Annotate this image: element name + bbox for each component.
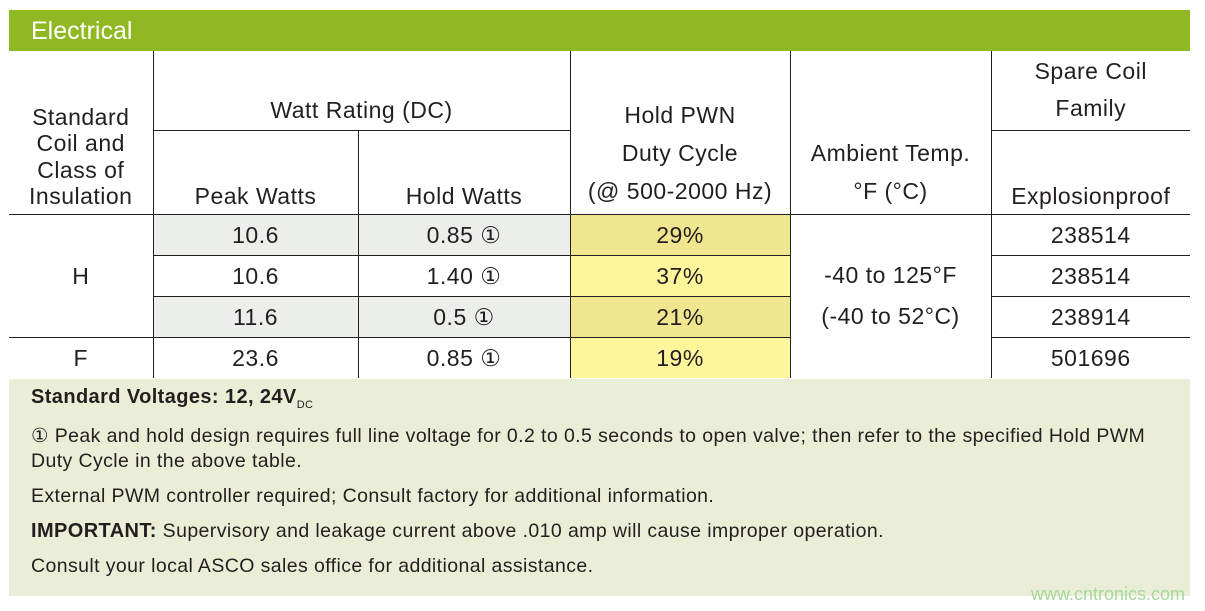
hold-watts-cell: 0.85 ①: [357, 213, 571, 256]
coil-class-cell: F: [9, 336, 154, 378]
spare-coil-cell: 238914: [990, 295, 1191, 338]
header-duty-cycle: Hold PWN Duty Cycle (@ 500-2000 Hz): [569, 51, 791, 215]
coil-class-cell: H: [9, 213, 154, 338]
section-title: Electrical: [9, 10, 1190, 51]
voltages-sub: DC: [296, 399, 314, 411]
important-label: IMPORTANT:: [31, 520, 157, 542]
table-row: 11.6 0.5 ① 21% 238914: [9, 295, 1191, 338]
table-row: 10.6 1.40 ① 37% 238514: [9, 254, 1191, 297]
duty-cycle-cell: 19%: [569, 336, 791, 378]
ambient-temp-cell: -40 to 125°F (-40 to 52°C): [789, 213, 992, 378]
ambient-f: -40 to 125°F: [824, 262, 957, 288]
header-ambient: Ambient Temp. °F (°C): [789, 51, 992, 215]
duty-cycle-cell: 37%: [569, 254, 791, 297]
important-text: Supervisory and leakage current above .0…: [156, 520, 884, 542]
peak-watts-cell: 23.6: [152, 336, 359, 378]
header-hold-watts: Hold Watts: [357, 129, 571, 215]
note-important: IMPORTANT: Supervisory and leakage curre…: [31, 519, 1168, 544]
hold-watts-cell: 0.5 ①: [357, 295, 571, 338]
note-consult: Consult your local ASCO sales office for…: [31, 555, 594, 577]
ambient-c: (-40 to 52°C): [821, 303, 960, 329]
ambient-line2: °F (°C): [853, 177, 928, 204]
table-row: F 23.6 0.85 ① 19% 501696: [9, 336, 1191, 378]
header-explosionproof: Explosionproof: [990, 129, 1191, 215]
voltages-label: Standard Voltages: 12, 24V: [31, 386, 297, 408]
notes-panel: Standard Voltages: 12, 24VDC ① Peak and …: [9, 379, 1190, 596]
peak-watts-cell: 11.6: [153, 295, 359, 338]
standard-voltages: Standard Voltages: 12, 24VDC: [31, 385, 1168, 418]
spare-coil-cell: 238514: [990, 254, 1191, 297]
duty-cycle-cell: 29%: [569, 213, 791, 256]
table-row: H 10.6 0.85 ① 29% -40 to 125°F (-40 to 52…: [9, 213, 1191, 378]
duty-cycle-line1: Hold PWN: [624, 101, 736, 128]
watermark: www.cntronics.com: [1030, 584, 1185, 604]
hold-watts-cell: 1.40 ①: [357, 254, 571, 297]
note-pwm-controller: External PWM controller required; Consul…: [31, 485, 715, 507]
header-spare-coil: Spare Coil Family: [990, 51, 1191, 131]
duty-cycle-cell: 21%: [569, 295, 791, 338]
header-coil-class: Standard Coil and Class of Insulation: [9, 51, 154, 215]
hold-watts-cell: 0.85 ①: [357, 336, 571, 378]
header-watt-rating: Watt Rating (DC): [152, 51, 571, 131]
peak-watts-cell: 10.6: [153, 254, 359, 297]
electrical-table: Standard Coil and Class of Insulation Wa…: [9, 51, 1191, 378]
duty-cycle-line3: (@ 500-2000 Hz): [587, 177, 773, 204]
spare-coil-cell: 238514: [990, 213, 1191, 256]
header-peak-watts: Peak Watts: [153, 129, 359, 215]
peak-watts-cell: 10.6: [152, 213, 359, 256]
spare-coil-cell: 501696: [990, 336, 1191, 378]
note-peak-hold: ① Peak and hold design requires full lin…: [31, 425, 1146, 472]
ambient-line1: Ambient Temp.: [810, 139, 971, 166]
duty-cycle-line2: Duty Cycle: [621, 139, 739, 166]
